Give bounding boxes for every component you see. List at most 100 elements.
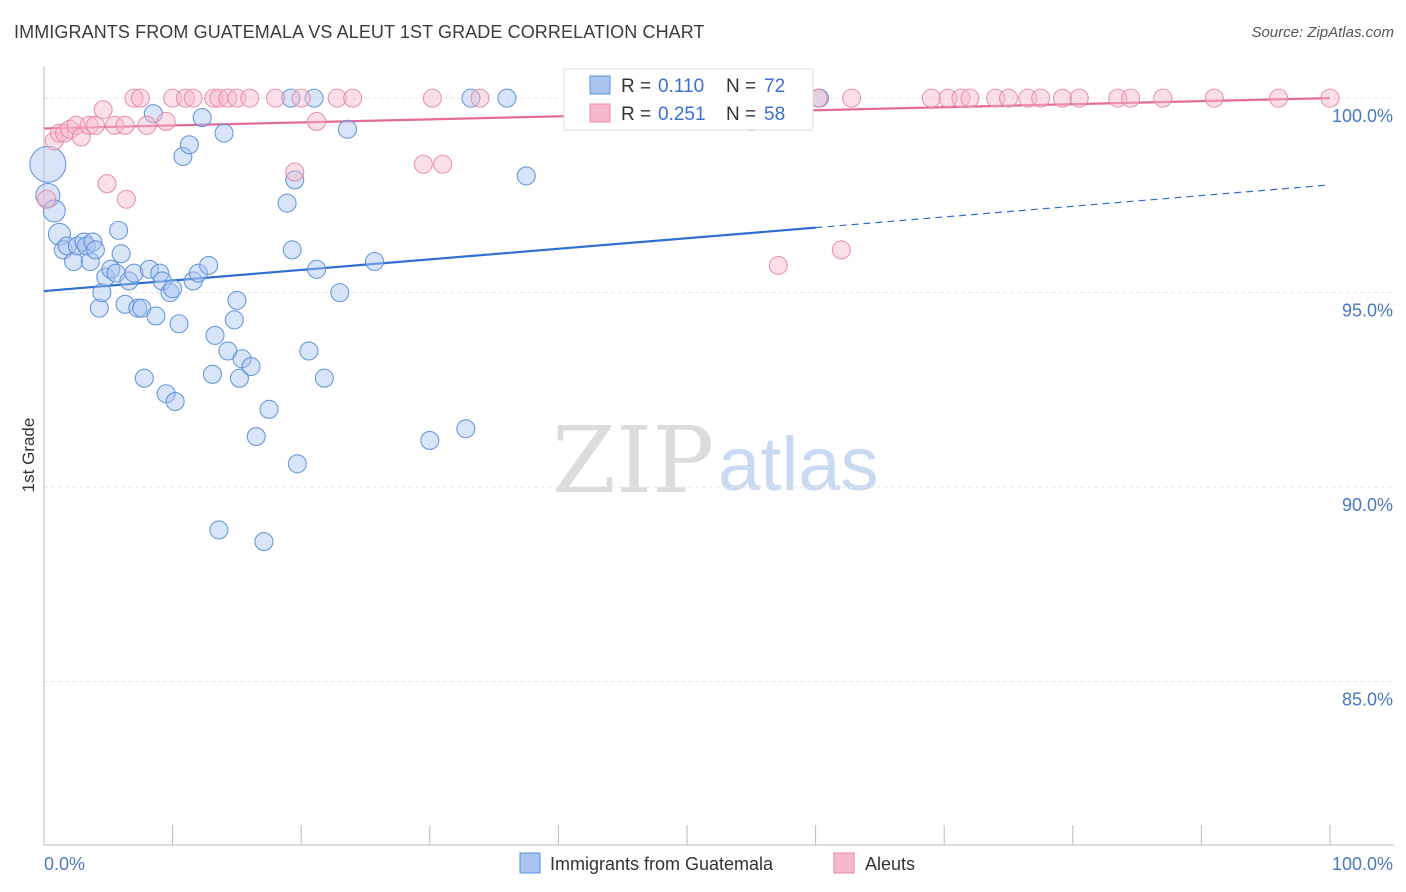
x-tick-labels: 0.0% 100.0%	[44, 854, 1393, 874]
legend-n-value-2: 58	[764, 104, 785, 125]
point-pink-21	[204, 88, 224, 108]
point-blue-54	[259, 399, 279, 419]
point-blue-19	[111, 244, 131, 264]
y-tick-labels: 100.0% 95.0% 90.0% 85.0%	[1332, 106, 1393, 710]
point-pink-42	[842, 88, 862, 108]
point-blue-26	[139, 259, 160, 279]
watermark-zip: ZIP	[552, 407, 714, 514]
point-blue-42	[202, 364, 223, 384]
point-blue-44	[209, 520, 229, 540]
point-pink-13	[116, 189, 136, 209]
point-blue-59	[287, 454, 307, 474]
legend: R = 0.110 N = 72 R = 0.251 N = 58	[563, 68, 814, 131]
point-pink-26	[265, 88, 286, 108]
point-pink-27	[285, 162, 305, 182]
series-swatch-guatemala	[519, 852, 541, 874]
point-blue-6	[64, 251, 84, 272]
y-tick-label-3: 85.0%	[1342, 690, 1393, 710]
point-blue-13	[89, 298, 109, 318]
point-blue-35	[169, 314, 189, 334]
series-label-aleuts: Aleuts	[865, 854, 915, 874]
point-pink-7	[79, 115, 99, 135]
point-pink-9	[93, 100, 113, 120]
point-pink-39	[768, 255, 788, 275]
point-blue-9	[80, 251, 100, 272]
point-blue-2	[42, 199, 66, 223]
point-blue-63	[330, 283, 350, 303]
point-pink-15	[130, 88, 150, 108]
point-pink-6	[71, 127, 91, 147]
legend-r-value-2: 0.251	[658, 104, 706, 125]
point-blue-36	[173, 146, 193, 167]
point-blue-1	[35, 182, 61, 208]
point-pink-29	[307, 111, 327, 132]
watermark: ZIP atlas	[552, 407, 879, 514]
point-blue-14	[92, 283, 112, 303]
legend-r-label-1: R =	[621, 76, 651, 97]
grid-lines	[44, 97, 1394, 683]
point-blue-70	[516, 166, 536, 186]
point-blue-56	[281, 88, 301, 108]
series-label-guatemala: Immigrants from Guatemala	[550, 854, 774, 874]
series-legend: Immigrants from Guatemala Aleuts	[519, 852, 915, 874]
point-blue-51	[241, 356, 261, 377]
series-swatch-aleuts	[833, 852, 855, 874]
point-blue-11	[83, 232, 103, 252]
point-pink-30	[327, 88, 347, 108]
y-tick-label-2: 90.0%	[1342, 495, 1393, 515]
point-pink-51	[1052, 88, 1073, 108]
point-blue-69	[497, 88, 517, 108]
point-blue-55	[277, 193, 297, 213]
point-pink-17	[156, 111, 176, 132]
point-pink-55	[1153, 88, 1173, 108]
point-blue-12	[85, 240, 105, 260]
point-blue-67	[456, 419, 476, 439]
point-pink-11	[105, 115, 125, 135]
point-blue-0	[29, 145, 67, 183]
point-pink-33	[422, 88, 442, 108]
point-blue-3	[47, 222, 71, 246]
point-blue-64	[337, 119, 358, 139]
point-pink-35	[470, 88, 490, 108]
point-blue-29	[150, 263, 170, 283]
point-blue-65	[364, 251, 385, 272]
point-pink-31	[343, 88, 363, 108]
point-blue-60	[299, 341, 319, 361]
point-blue-61	[307, 259, 327, 279]
trend-line-guatemala	[43, 226, 816, 293]
source-label: Source: ZipAtlas.com	[1251, 24, 1394, 41]
legend-swatch-blue	[589, 75, 611, 95]
x-tick-label-0: 0.0%	[44, 854, 85, 874]
legend-n-label-1: N =	[726, 76, 756, 97]
point-blue-62	[314, 368, 334, 388]
point-pink-8	[85, 115, 105, 135]
point-pink-57	[1269, 88, 1289, 108]
point-blue-41	[199, 255, 219, 275]
legend-swatch-pink	[589, 103, 611, 123]
x-tick-label-1: 100.0%	[1332, 854, 1393, 874]
point-pink-43	[921, 88, 941, 108]
point-blue-39	[188, 263, 208, 283]
axes	[43, 67, 1394, 846]
point-pink-14	[124, 88, 144, 108]
point-pink-0	[37, 189, 57, 209]
point-blue-66	[420, 430, 440, 450]
point-blue-53	[254, 532, 274, 552]
point-pink-46	[960, 88, 980, 108]
point-pink-20	[183, 88, 203, 108]
point-pink-12	[115, 115, 135, 135]
point-blue-34	[165, 391, 185, 412]
legend-n-label-2: N =	[726, 104, 756, 125]
point-pink-58	[1320, 88, 1340, 108]
y-tick-label-1: 95.0%	[1342, 301, 1393, 321]
watermark-atlas: atlas	[718, 422, 879, 507]
chart-title: IMMIGRANTS FROM GUATEMALA VS ALEUT 1ST G…	[14, 22, 705, 42]
point-pink-52	[1069, 88, 1089, 108]
point-pink-10	[97, 174, 117, 194]
point-blue-47	[224, 310, 244, 330]
point-blue-25	[134, 368, 154, 388]
point-pink-48	[998, 88, 1019, 108]
y-tick-label-0: 100.0%	[1332, 106, 1393, 126]
point-blue-18	[109, 220, 129, 240]
point-blue-22	[124, 263, 144, 283]
